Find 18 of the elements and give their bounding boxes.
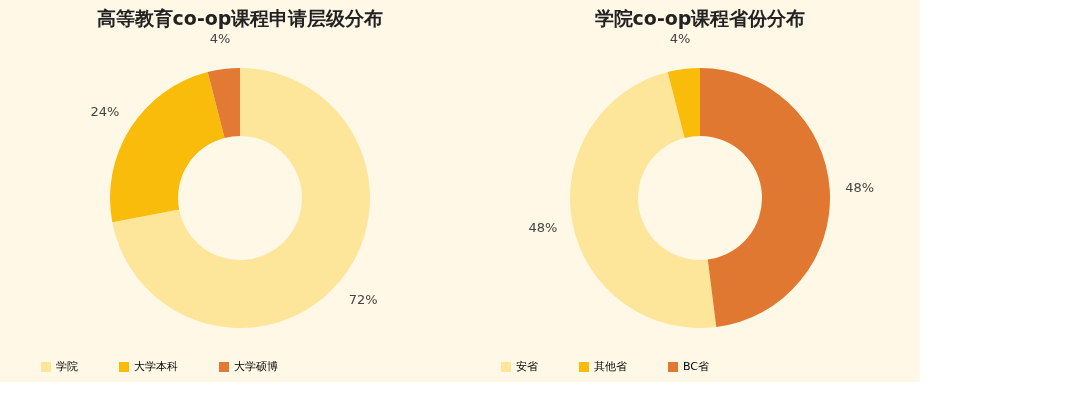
data-label: 72% <box>348 291 378 307</box>
chart-title: 学院co-op课程省份分布 <box>594 7 806 30</box>
donut-slice <box>667 68 700 138</box>
legend-label: 安省 <box>516 360 538 373</box>
donut-slice <box>700 68 830 327</box>
legend-label: 学院 <box>56 360 78 373</box>
data-label: 48% <box>845 179 875 195</box>
legend-label: 其他省 <box>594 360 627 373</box>
legend-label: 大学本科 <box>134 360 178 373</box>
data-label: 48% <box>528 219 558 235</box>
data-label: 4% <box>209 31 231 47</box>
data-label: 24% <box>90 104 120 120</box>
donut-slice <box>207 68 240 138</box>
donut-slice <box>570 72 717 328</box>
chart-title: 高等教育co-op课程申请层级分布 <box>96 7 384 30</box>
data-label: 4% <box>669 31 691 47</box>
legend-label: 大学硕博 <box>234 360 278 373</box>
legend-label: BC省 <box>683 360 710 373</box>
